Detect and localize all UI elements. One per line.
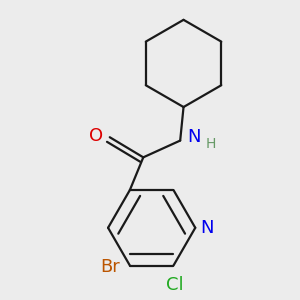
Text: Cl: Cl	[166, 276, 184, 294]
Text: O: O	[89, 127, 103, 145]
Text: N: N	[187, 128, 200, 146]
Text: H: H	[205, 137, 216, 151]
Text: Br: Br	[100, 258, 120, 276]
Text: N: N	[200, 219, 214, 237]
